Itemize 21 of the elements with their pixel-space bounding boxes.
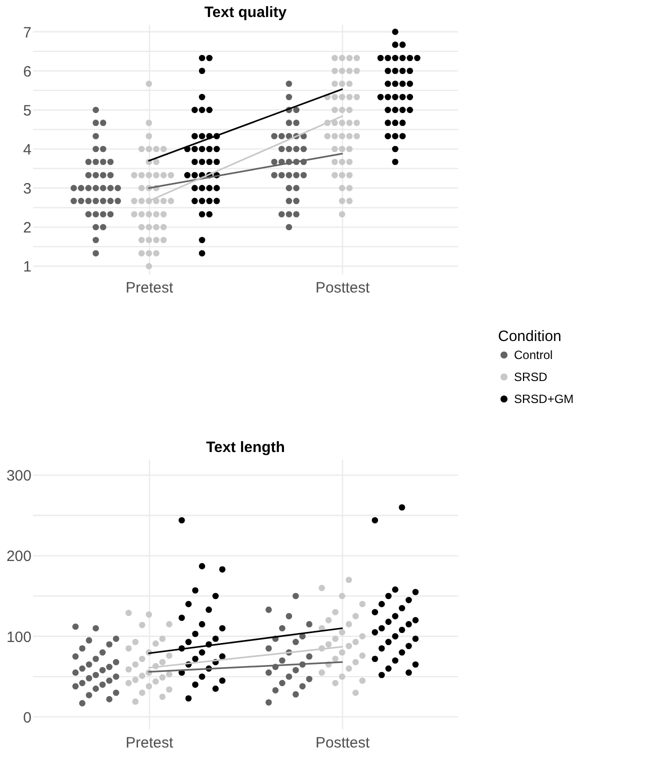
legend-label: SRSD bbox=[514, 370, 548, 384]
legend-label: Control bbox=[514, 348, 553, 362]
x-tick-label: Pretest bbox=[126, 734, 174, 752]
legend-label: SRSD+GM bbox=[514, 392, 574, 406]
chart-title: Text quality bbox=[204, 4, 288, 21]
x-tick-label: Posttest bbox=[315, 280, 371, 296]
y-tick-label: 6 bbox=[23, 63, 32, 80]
x-tick-label: Pretest bbox=[126, 280, 174, 296]
y-tick-label: 1 bbox=[23, 258, 32, 276]
legend-title: Condition bbox=[498, 328, 562, 345]
x-tick-label: Posttest bbox=[315, 734, 371, 752]
y-tick-label: 7 bbox=[23, 24, 32, 42]
y-tick-label: 2 bbox=[23, 220, 32, 237]
chart-title: Text length bbox=[206, 439, 285, 456]
y-tick-label: 300 bbox=[6, 468, 32, 485]
y-tick-label: 3 bbox=[23, 180, 32, 198]
y-tick-label: 5 bbox=[23, 102, 32, 120]
y-tick-label: 200 bbox=[6, 548, 32, 566]
y-tick-label: 100 bbox=[6, 628, 32, 646]
y-tick-label: 4 bbox=[23, 142, 32, 158]
y-tick-label: 0 bbox=[23, 709, 32, 726]
